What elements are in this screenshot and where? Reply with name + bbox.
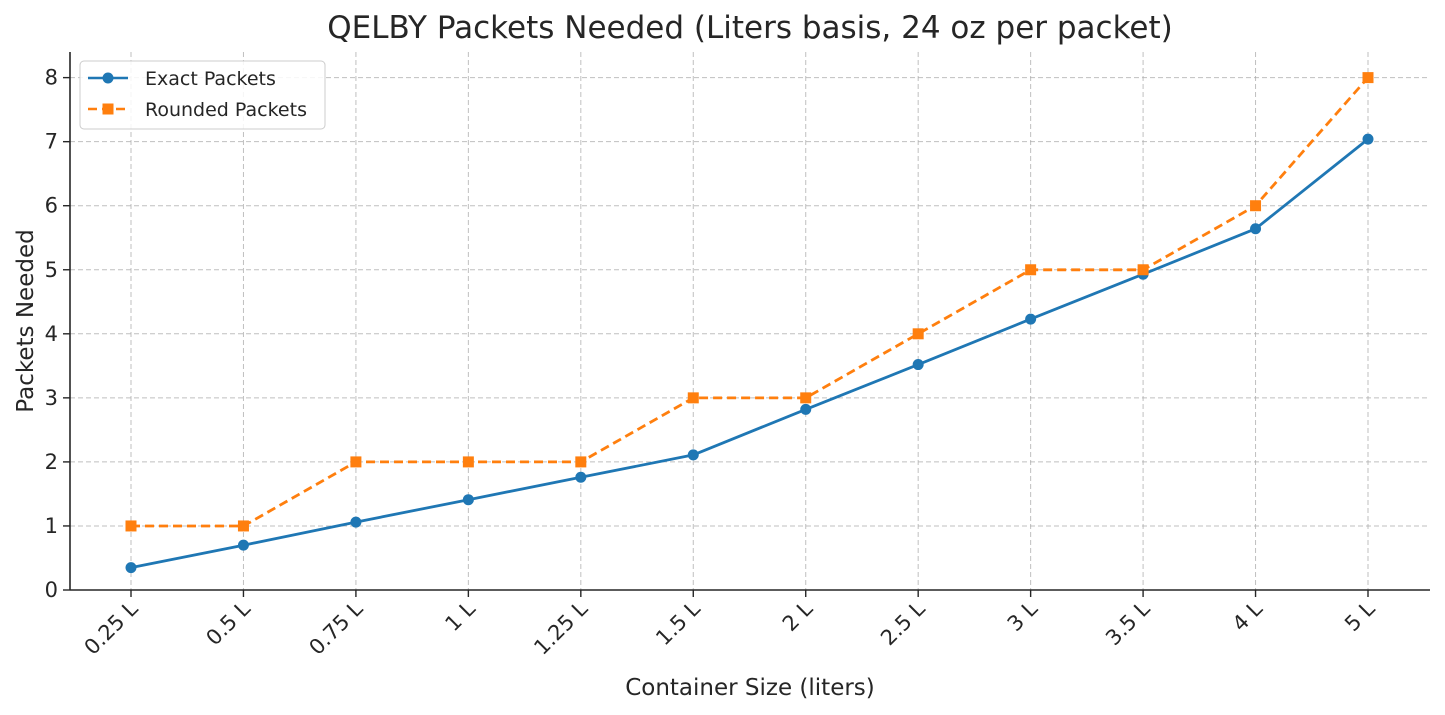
legend-label-rounded-packets: Rounded Packets <box>145 99 307 121</box>
data-point-exact-packets <box>462 494 474 506</box>
data-point-exact-packets <box>125 562 137 574</box>
data-point-exact-packets <box>575 471 587 483</box>
data-point-rounded-packets <box>800 392 812 404</box>
y-axis-label: Packets Needed <box>13 229 39 412</box>
data-point-exact-packets <box>912 359 924 371</box>
y-tick-label: 1 <box>45 514 58 538</box>
data-point-rounded-packets <box>1250 200 1262 212</box>
x-tick-label: 0.25 L <box>80 596 143 659</box>
y-tick-label: 0 <box>45 578 58 602</box>
x-tick-label: 1 L <box>440 596 480 636</box>
x-tick-label: 3.5 L <box>1101 596 1155 650</box>
x-tick-label: 2 L <box>778 596 818 636</box>
y-tick-label: 6 <box>45 194 58 218</box>
data-point-exact-packets <box>237 539 249 551</box>
x-tick-label: 0.5 L <box>201 596 255 650</box>
data-point-exact-packets <box>1362 133 1374 145</box>
series <box>125 72 1374 574</box>
y-tick-label: 3 <box>45 386 58 410</box>
y-tick-label: 2 <box>45 450 58 474</box>
y-tick-label: 4 <box>45 322 58 346</box>
data-point-rounded-packets <box>125 520 137 532</box>
legend-box <box>79 60 326 130</box>
data-point-rounded-packets <box>350 456 362 468</box>
y-tick-label: 8 <box>45 66 58 90</box>
data-point-exact-packets <box>1025 313 1037 325</box>
data-point-rounded-packets <box>1137 264 1149 276</box>
x-tick-label: 2.5 L <box>876 596 930 650</box>
x-axis-label: Container Size (liters) <box>625 675 875 701</box>
legend-label-exact-packets: Exact Packets <box>145 68 276 90</box>
y-tick-label: 7 <box>45 130 58 154</box>
data-point-rounded-packets <box>912 328 924 340</box>
y-tick-label: 5 <box>45 258 58 282</box>
x-tick-label: 4 L <box>1228 596 1268 636</box>
data-point-rounded-packets <box>462 456 474 468</box>
x-tick-label: 1.5 L <box>651 596 705 650</box>
legend-marker-exact-packets <box>102 72 114 84</box>
data-point-rounded-packets <box>1362 72 1374 84</box>
series-line-exact-packets <box>130 138 1369 569</box>
x-tick-label: 3 L <box>1003 596 1043 636</box>
series-line-rounded-packets <box>131 76 1370 528</box>
series-rounded-packets <box>125 72 1374 532</box>
data-point-rounded-packets <box>575 456 587 468</box>
x-tick-label: 1.25 L <box>529 596 592 659</box>
data-point-exact-packets <box>350 516 362 528</box>
data-point-rounded-packets <box>1025 264 1037 276</box>
y-axis-ticks: 0 1 2 3 4 5 6 7 8 <box>45 66 70 602</box>
x-tick-label: 0.75 L <box>304 596 367 659</box>
data-point-exact-packets <box>800 403 812 415</box>
legend-marker-rounded-packets <box>102 103 114 115</box>
legend: Exact Packets Rounded Packets <box>79 60 326 130</box>
data-point-rounded-packets <box>237 520 249 532</box>
x-axis-ticks: 0.25 L 0.5 L 0.75 L 1 L 1.25 L 1.5 L 2 L 2.5 L 3… <box>80 590 1380 660</box>
series-exact-packets <box>125 133 1374 574</box>
chart-title: QELBY Packets Needed (Liters basis, 24 o… <box>327 10 1173 46</box>
data-point-rounded-packets <box>687 392 699 404</box>
x-tick-label: 5 L <box>1340 596 1380 636</box>
data-point-exact-packets <box>687 449 699 461</box>
data-point-exact-packets <box>1250 223 1262 235</box>
